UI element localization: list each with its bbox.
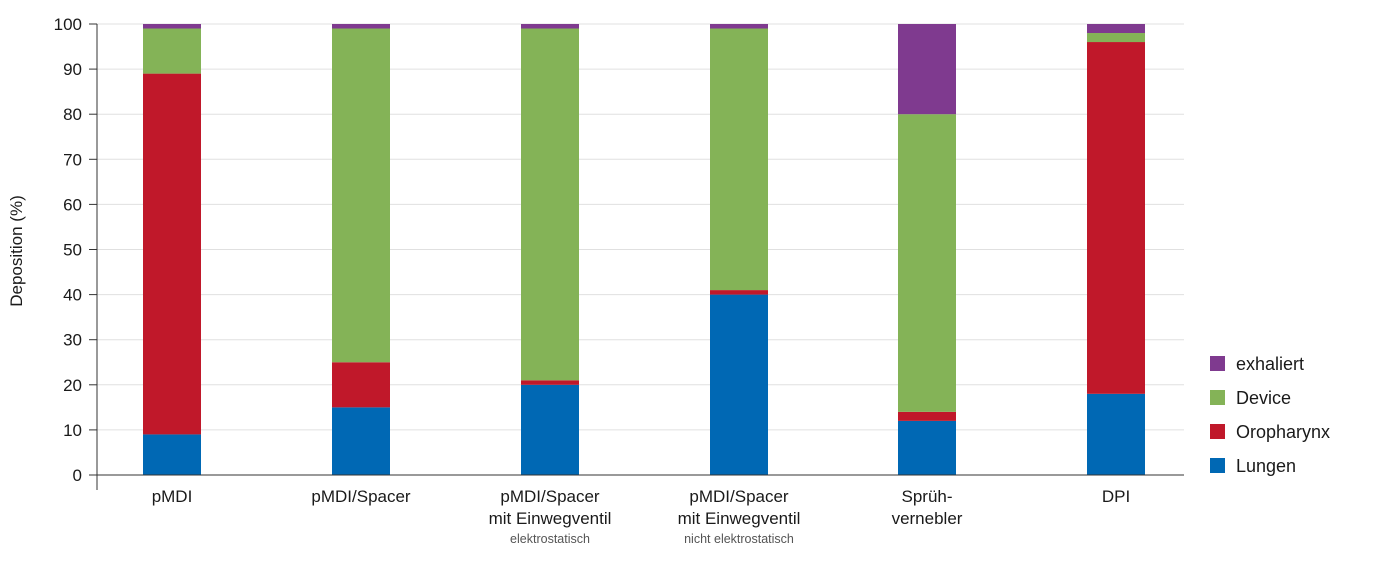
bar-segment-exhaliert	[332, 24, 390, 29]
legend-label-lungen: Lungen	[1236, 456, 1296, 476]
y-tick-labels: 0 10 20 30 40 50 60 70 80 90 100	[54, 15, 82, 485]
x-tick-label: pMDI	[152, 487, 193, 506]
x-tick-label-line2: mit Einwegventil	[489, 509, 612, 528]
legend-label-device: Device	[1236, 388, 1291, 408]
y-tick-label: 60	[63, 195, 82, 214]
y-tick-label: 80	[63, 105, 82, 124]
bar-segment-lungen	[521, 384, 579, 475]
y-tick-label: 100	[54, 15, 82, 34]
x-tick-label: pMDI/Spacer	[311, 487, 411, 506]
bar-segment-device	[521, 28, 579, 381]
x-tick-sublabel: elektrostatisch	[510, 532, 590, 546]
bar-segment-oropharynx	[898, 411, 956, 421]
legend-label-exhaliert: exhaliert	[1236, 354, 1304, 374]
bar-segment-lungen	[710, 294, 768, 475]
bar-segment-oropharynx	[1087, 42, 1145, 394]
bar-segment-exhaliert	[710, 24, 768, 29]
x-tick-label: pMDI/Spacer	[500, 487, 600, 506]
x-tick-label: Sprüh-	[901, 487, 952, 506]
legend-swatch-exhaliert	[1210, 356, 1225, 371]
y-axis-label: Deposition (%)	[7, 195, 26, 307]
x-tick-labels: pMDI pMDI/Spacer pMDI/Spacer mit Einwegvent…	[152, 487, 1130, 546]
bar-segment-exhaliert	[898, 24, 956, 115]
x-tick-label-line2: vernebler	[892, 509, 963, 528]
bar-segment-oropharynx	[710, 290, 768, 295]
bar-segment-exhaliert	[521, 24, 579, 29]
bar-segment-oropharynx	[332, 362, 390, 408]
bar-segment-device	[710, 28, 768, 291]
bar-segment-exhaliert	[143, 24, 201, 29]
y-tick-label: 50	[63, 241, 82, 260]
y-tick-label: 70	[63, 150, 82, 169]
bar-segment-exhaliert	[1087, 24, 1145, 34]
bar-segment-device	[332, 28, 390, 363]
bar-segment-lungen	[898, 420, 956, 475]
y-tick-label: 20	[63, 376, 82, 395]
y-tick-label: 10	[63, 421, 82, 440]
legend-swatch-oropharynx	[1210, 424, 1225, 439]
y-tick-label: 90	[63, 60, 82, 79]
legend: exhaliert Device Oropharynx Lungen	[1210, 354, 1330, 476]
axes	[89, 23, 1184, 490]
x-tick-sublabel: nicht elektrostatisch	[684, 532, 794, 546]
bar-segment-lungen	[332, 407, 390, 475]
y-tick-label: 40	[63, 286, 82, 305]
x-tick-label-line2: mit Einwegventil	[678, 509, 801, 528]
legend-label-oropharynx: Oropharynx	[1236, 422, 1330, 442]
bar-segment-lungen	[143, 434, 201, 475]
x-tick-label: pMDI/Spacer	[689, 487, 789, 506]
bars	[143, 24, 1145, 475]
bar-segment-device	[143, 28, 201, 74]
bar-segment-device	[1087, 33, 1145, 43]
bar-segment-oropharynx	[143, 73, 201, 435]
bar-segment-lungen	[1087, 393, 1145, 475]
y-tick-label: 0	[73, 466, 82, 485]
x-tick-label: DPI	[1102, 487, 1130, 506]
gridlines	[97, 23, 1184, 431]
y-tick-label: 30	[63, 331, 82, 350]
legend-swatch-device	[1210, 390, 1225, 405]
bar-segment-oropharynx	[521, 380, 579, 385]
legend-swatch-lungen	[1210, 458, 1225, 473]
bar-segment-device	[898, 114, 956, 412]
